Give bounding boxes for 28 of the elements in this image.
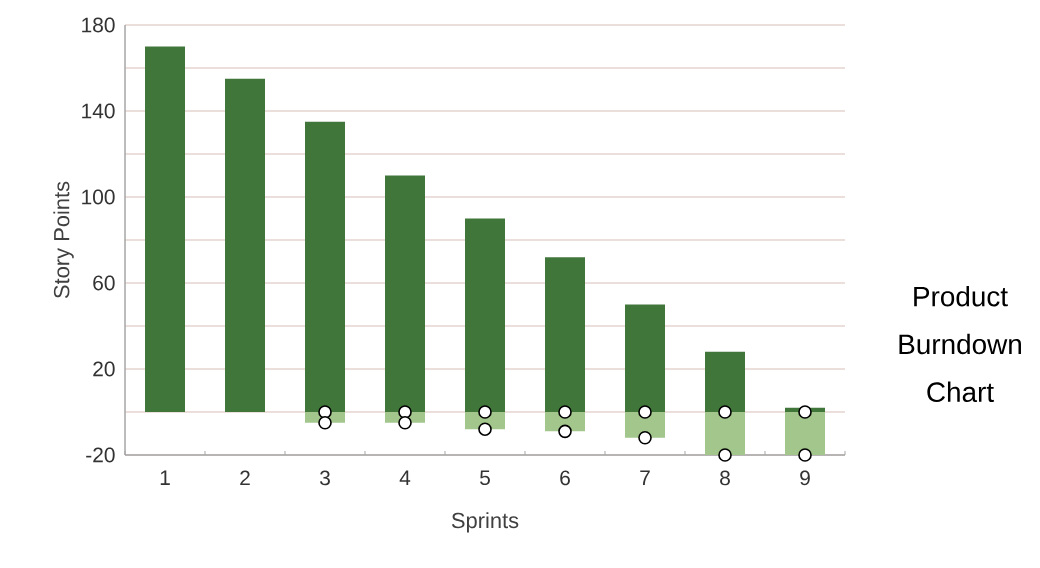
bar xyxy=(705,411,746,455)
x-tick-label: 3 xyxy=(319,470,330,486)
x-tick-label: 1 xyxy=(160,470,170,485)
bar xyxy=(705,351,746,412)
y-tick-label: 20 xyxy=(93,361,115,377)
y-tick-label: 60 xyxy=(93,275,115,291)
bar xyxy=(385,175,426,412)
x-tick-label: 7 xyxy=(640,470,650,485)
x-tick-label: 9 xyxy=(800,470,810,486)
x-tick-label: 2 xyxy=(240,470,250,486)
y-tick-label: -20 xyxy=(86,447,115,463)
x-tick-label: 5 xyxy=(480,470,490,486)
bar xyxy=(225,78,266,412)
bar xyxy=(545,257,586,412)
x-tick-label: 4 xyxy=(399,470,411,485)
bar xyxy=(465,218,506,412)
y-tick-label: 140 xyxy=(82,103,115,119)
bar xyxy=(785,411,826,455)
y-axis-title: Story Points xyxy=(53,181,74,299)
y-tick-label: 180 xyxy=(82,17,115,33)
bar xyxy=(305,121,346,412)
bar xyxy=(145,46,186,412)
text: Product Burndown Chart xyxy=(899,285,1021,403)
x-tick-label: 6 xyxy=(560,470,570,486)
bar xyxy=(625,304,666,412)
y-tick-label: 100 xyxy=(82,189,115,205)
x-axis-title: Sprints xyxy=(451,512,519,533)
x-tick-label: 8 xyxy=(720,470,730,486)
